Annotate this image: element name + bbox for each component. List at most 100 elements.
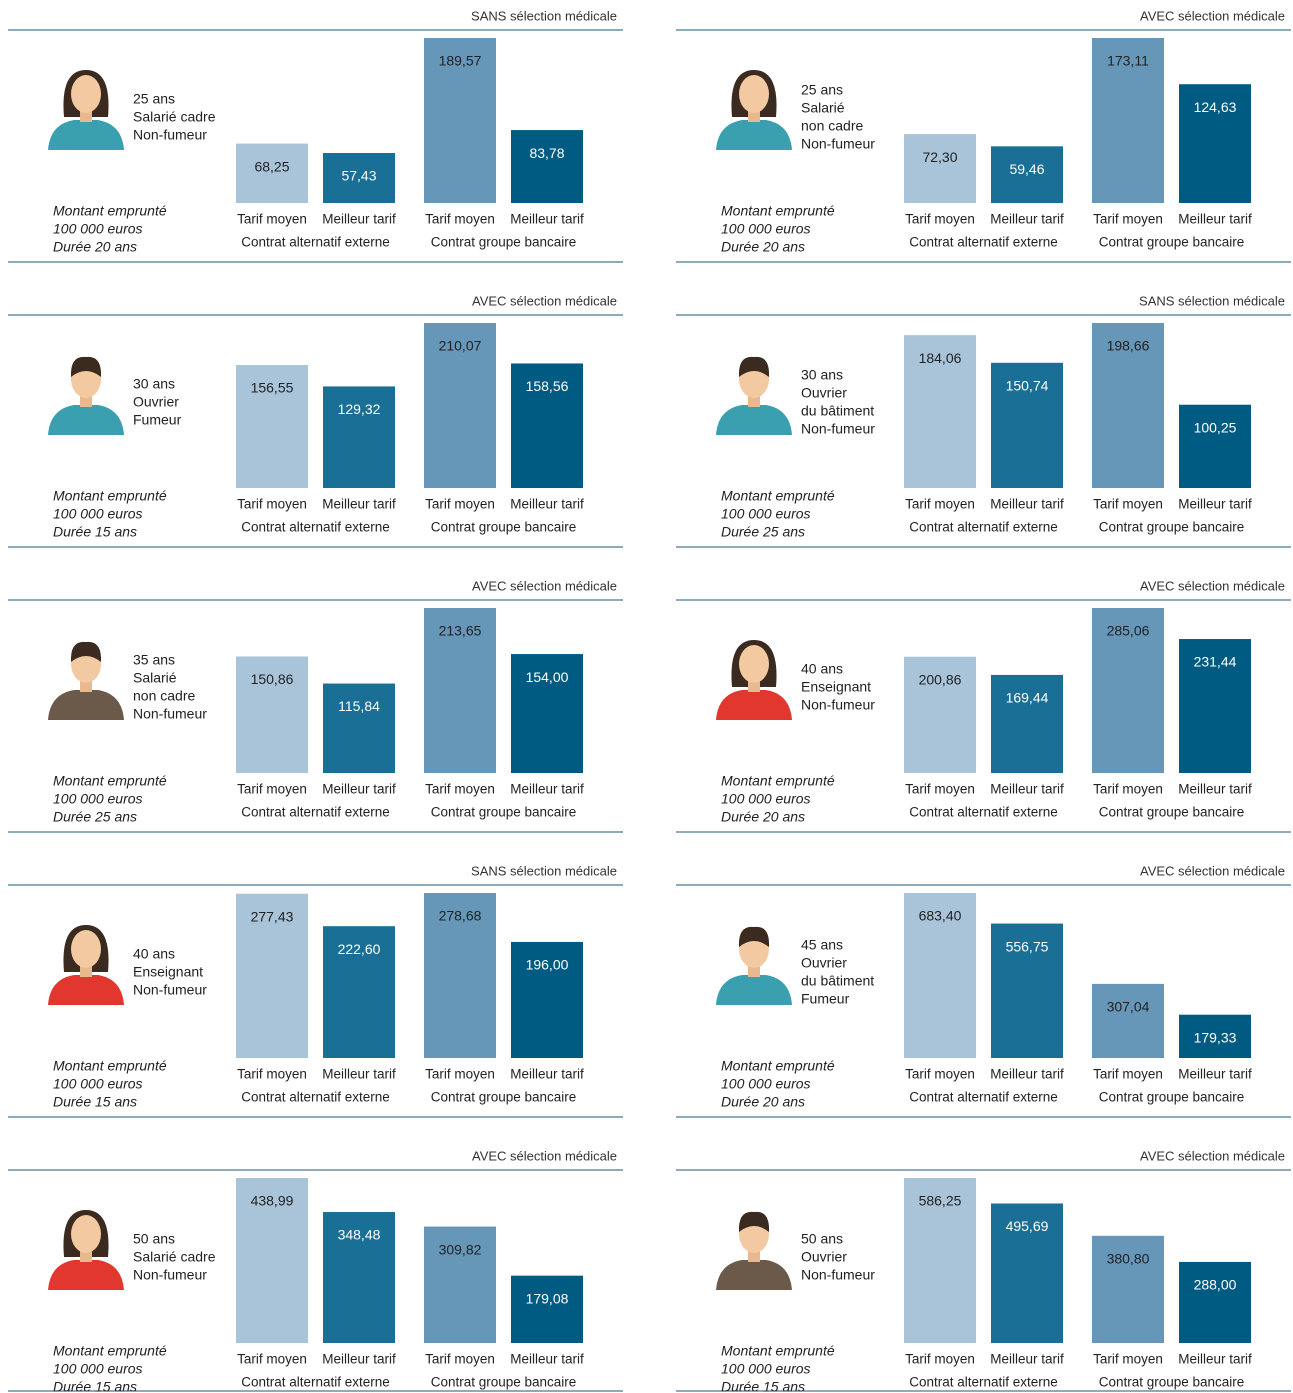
profile-line: Salarié cadre bbox=[133, 1249, 216, 1265]
loan-line: Durée 15 ans bbox=[53, 524, 137, 540]
value-label: 278,68 bbox=[439, 908, 482, 924]
bar bbox=[511, 130, 583, 203]
infographic: SANS sélection médicale25 ansSalarié cad… bbox=[0, 0, 1293, 1393]
avatar-body bbox=[48, 975, 124, 1005]
loan-line: Durée 25 ans bbox=[53, 809, 137, 825]
category-label: Meilleur tarif bbox=[510, 782, 584, 797]
panel-header: AVEC sélection médicale bbox=[472, 293, 617, 308]
category-label: Tarif moyen bbox=[425, 1067, 495, 1082]
category-label: Meilleur tarif bbox=[1178, 212, 1252, 227]
category-label: Tarif moyen bbox=[1093, 1352, 1163, 1367]
category-label: Meilleur tarif bbox=[1178, 1067, 1252, 1082]
profile-line: Non-fumeur bbox=[801, 136, 875, 152]
value-label: 277,43 bbox=[251, 908, 294, 924]
value-label: 59,46 bbox=[1009, 161, 1044, 177]
loan-line: 100 000 euros bbox=[721, 221, 811, 237]
category-label: Meilleur tarif bbox=[322, 1352, 396, 1367]
category-label: Tarif moyen bbox=[905, 497, 975, 512]
category-label: Meilleur tarif bbox=[990, 1352, 1064, 1367]
group-label: Contrat alternatif externe bbox=[909, 1090, 1058, 1105]
value-label: 213,65 bbox=[439, 623, 482, 639]
category-label: Tarif moyen bbox=[1093, 782, 1163, 797]
value-label: 285,06 bbox=[1107, 623, 1150, 639]
category-label: Meilleur tarif bbox=[1178, 782, 1252, 797]
category-label: Meilleur tarif bbox=[990, 212, 1064, 227]
group-label: Contrat alternatif externe bbox=[909, 520, 1058, 535]
avatar-head bbox=[71, 930, 101, 968]
profile-line: Non-fumeur bbox=[801, 421, 875, 437]
group-label: Contrat groupe bancaire bbox=[431, 235, 577, 250]
group-label: Contrat groupe bancaire bbox=[1099, 805, 1245, 820]
group-label: Contrat alternatif externe bbox=[241, 235, 390, 250]
profile-line: Non-fumeur bbox=[133, 982, 207, 998]
value-label: 173,11 bbox=[1107, 53, 1149, 69]
value-label: 158,56 bbox=[526, 378, 569, 394]
avatar-body bbox=[48, 1260, 124, 1290]
value-label: 179,08 bbox=[526, 1290, 569, 1306]
bar bbox=[1179, 1262, 1251, 1343]
profile-line: 30 ans bbox=[801, 367, 843, 383]
category-label: Meilleur tarif bbox=[1178, 1352, 1252, 1367]
value-label: 100,25 bbox=[1194, 419, 1237, 435]
category-label: Tarif moyen bbox=[905, 1067, 975, 1082]
bar bbox=[511, 1276, 583, 1343]
category-label: Tarif moyen bbox=[425, 1352, 495, 1367]
bar bbox=[904, 134, 976, 203]
loan-line: Montant emprunté bbox=[53, 488, 167, 504]
avatar-body bbox=[48, 690, 124, 720]
profile-line: Ouvrier bbox=[133, 394, 179, 410]
profile-line: 50 ans bbox=[801, 1231, 843, 1247]
avatar-body bbox=[48, 120, 124, 150]
profile-line: Fumeur bbox=[801, 991, 850, 1007]
group-label: Contrat groupe bancaire bbox=[1099, 1090, 1245, 1105]
avatar-head bbox=[739, 75, 769, 113]
value-label: 288,00 bbox=[1194, 1277, 1237, 1293]
value-label: 200,86 bbox=[919, 671, 962, 687]
value-label: 150,74 bbox=[1006, 378, 1049, 394]
loan-line: 100 000 euros bbox=[721, 506, 811, 522]
value-label: 348,48 bbox=[338, 1227, 381, 1243]
category-label: Meilleur tarif bbox=[510, 212, 584, 227]
profile-line: Non-fumeur bbox=[133, 1267, 207, 1283]
category-label: Meilleur tarif bbox=[990, 497, 1064, 512]
value-label: 380,80 bbox=[1107, 1251, 1150, 1267]
value-label: 156,55 bbox=[251, 380, 294, 396]
profile-line: Ouvrier bbox=[801, 955, 847, 971]
panel-header: SANS sélection médicale bbox=[471, 863, 617, 878]
category-label: Tarif moyen bbox=[425, 212, 495, 227]
loan-line: 100 000 euros bbox=[721, 791, 811, 807]
profile-line: Fumeur bbox=[133, 412, 182, 428]
group-label: Contrat alternatif externe bbox=[241, 520, 390, 535]
panel-header: AVEC sélection médicale bbox=[1140, 578, 1285, 593]
loan-line: 100 000 euros bbox=[53, 791, 143, 807]
avatar-head bbox=[739, 645, 769, 683]
avatar-body bbox=[716, 1260, 792, 1290]
value-label: 495,69 bbox=[1006, 1218, 1049, 1234]
value-label: 115,84 bbox=[338, 698, 380, 714]
group-label: Contrat groupe bancaire bbox=[431, 805, 577, 820]
value-label: 68,25 bbox=[254, 158, 289, 174]
value-label: 438,99 bbox=[251, 1193, 294, 1209]
profile-line: Salarié bbox=[133, 670, 177, 686]
loan-line: Durée 20 ans bbox=[721, 809, 805, 825]
value-label: 210,07 bbox=[439, 338, 482, 354]
profile-line: non cadre bbox=[801, 118, 863, 134]
category-label: Tarif moyen bbox=[237, 1067, 307, 1082]
value-label: 150,86 bbox=[251, 671, 294, 687]
avatar-body bbox=[716, 405, 792, 435]
category-label: Tarif moyen bbox=[425, 782, 495, 797]
value-label: 309,82 bbox=[439, 1241, 482, 1257]
category-label: Tarif moyen bbox=[237, 782, 307, 797]
loan-line: 100 000 euros bbox=[53, 506, 143, 522]
loan-line: 100 000 euros bbox=[721, 1361, 811, 1377]
category-label: Tarif moyen bbox=[1093, 212, 1163, 227]
group-label: Contrat alternatif externe bbox=[909, 235, 1058, 250]
category-label: Tarif moyen bbox=[425, 497, 495, 512]
value-label: 154,00 bbox=[526, 669, 569, 685]
loan-line: Durée 15 ans bbox=[721, 1379, 805, 1393]
category-label: Meilleur tarif bbox=[510, 497, 584, 512]
profile-line: Non-fumeur bbox=[801, 697, 875, 713]
loan-line: Montant emprunté bbox=[721, 1058, 835, 1074]
profile-line: Ouvrier bbox=[801, 385, 847, 401]
value-label: 231,44 bbox=[1194, 654, 1237, 670]
